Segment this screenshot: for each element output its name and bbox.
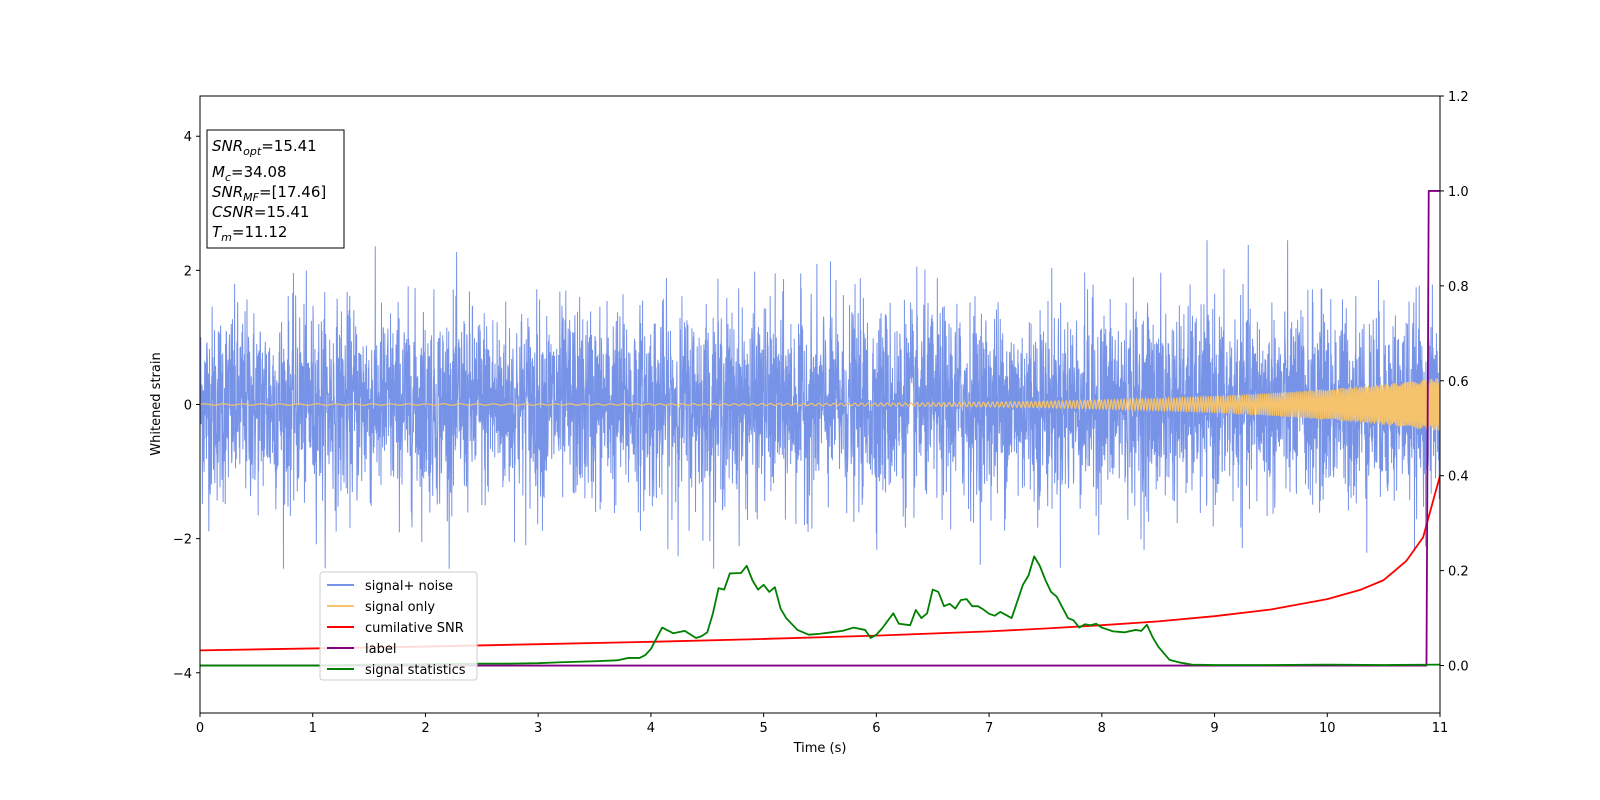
info-line: Mc=34.08: [212, 163, 287, 184]
legend-entries: signal+ noise signal only cumilative SNR la…: [327, 579, 466, 678]
y-right-tick-label: 1.2: [1448, 90, 1469, 105]
y-left-tick-label: −4: [173, 667, 192, 682]
y-right-tick-label: 0.2: [1448, 565, 1469, 580]
info-box: SNRopt=15.41Mc=34.08SNRMF=[17.46]CSNR=15…: [206, 129, 345, 249]
y-right-axis-ticks: 1.2 1.0 0.8 0.6 0.4 0.2 0.0: [1440, 90, 1469, 675]
info-var: SNR: [212, 183, 243, 201]
cumilative-snr-line: [200, 475, 1440, 652]
y-axis-label: Whitened strain: [149, 352, 164, 455]
info-value: =34.08: [231, 163, 287, 181]
x-tick-label: 9: [1210, 721, 1218, 736]
info-sub: c: [225, 171, 231, 184]
signal-only-line: [200, 378, 1440, 431]
signal-only-series: [200, 378, 1440, 431]
info-sub: opt: [243, 145, 262, 158]
y-right-tick-label: 0.8: [1448, 280, 1469, 295]
info-line: SNRopt=15.41: [212, 137, 317, 158]
info-value: =15.41: [261, 137, 317, 155]
info-value: =11.12: [232, 223, 288, 241]
signal-statistics-line: [200, 555, 1440, 667]
legend-label: signal statistics: [365, 663, 466, 678]
y-left-tick-label: 2: [184, 264, 192, 279]
info-var: SNR: [212, 137, 243, 155]
x-tick-label: 7: [985, 721, 993, 736]
x-tick-label: 8: [1098, 721, 1106, 736]
x-tick-label: 0: [196, 721, 204, 736]
legend-frame: [319, 571, 478, 681]
info-line: Tm=11.12: [212, 223, 287, 244]
y-left-tick-label: 4: [184, 130, 192, 145]
info-box-frame: [206, 129, 345, 249]
x-tick-label: 5: [759, 721, 767, 736]
right-axis-series: [200, 190, 1440, 667]
y-right-tick-label: 1.0: [1448, 185, 1469, 200]
x-tick-label: 1: [309, 721, 317, 736]
y-left-axis-ticks: 4 2 0 −2 −4: [173, 130, 200, 682]
x-tick-label: 3: [534, 721, 542, 736]
x-axis-label: Time (s): [793, 741, 847, 756]
info-line: CSNR=15.41: [212, 203, 309, 221]
y-right-tick-label: 0.6: [1448, 375, 1469, 390]
legend-label: signal+ noise: [365, 579, 453, 594]
x-tick-label: 11: [1432, 721, 1449, 736]
legend-label: signal only: [365, 600, 435, 615]
info-value: =[17.46]: [259, 183, 326, 201]
legend-label: label: [365, 642, 396, 657]
y-left-tick-label: 0: [184, 399, 192, 414]
x-tick-label: 6: [872, 721, 880, 736]
info-var: M: [212, 163, 225, 181]
info-var: CSNR: [212, 203, 254, 221]
y-right-tick-label: 0.0: [1448, 660, 1469, 675]
info-sub: m: [221, 231, 232, 244]
info-box-lines: SNRopt=15.41Mc=34.08SNRMF=[17.46]CSNR=15…: [212, 137, 326, 244]
info-line: SNRMF=[17.46]: [212, 183, 326, 204]
x-tick-label: 4: [647, 721, 655, 736]
y-right-tick-label: 0.4: [1448, 470, 1469, 485]
legend: signal+ noise signal only cumilative SNR la…: [319, 571, 478, 681]
label-line: [200, 190, 1440, 667]
info-var: T: [212, 223, 223, 241]
x-tick-label: 10: [1319, 721, 1336, 736]
x-tick-label: 2: [421, 721, 429, 736]
info-value: =15.41: [254, 203, 310, 221]
x-axis-ticks: 0 1 2 3 4 5 6 7 8 9 10 11: [196, 713, 1448, 736]
y-left-tick-label: −2: [173, 533, 192, 548]
info-sub: MF: [243, 191, 259, 204]
legend-label: cumilative SNR: [365, 621, 464, 636]
